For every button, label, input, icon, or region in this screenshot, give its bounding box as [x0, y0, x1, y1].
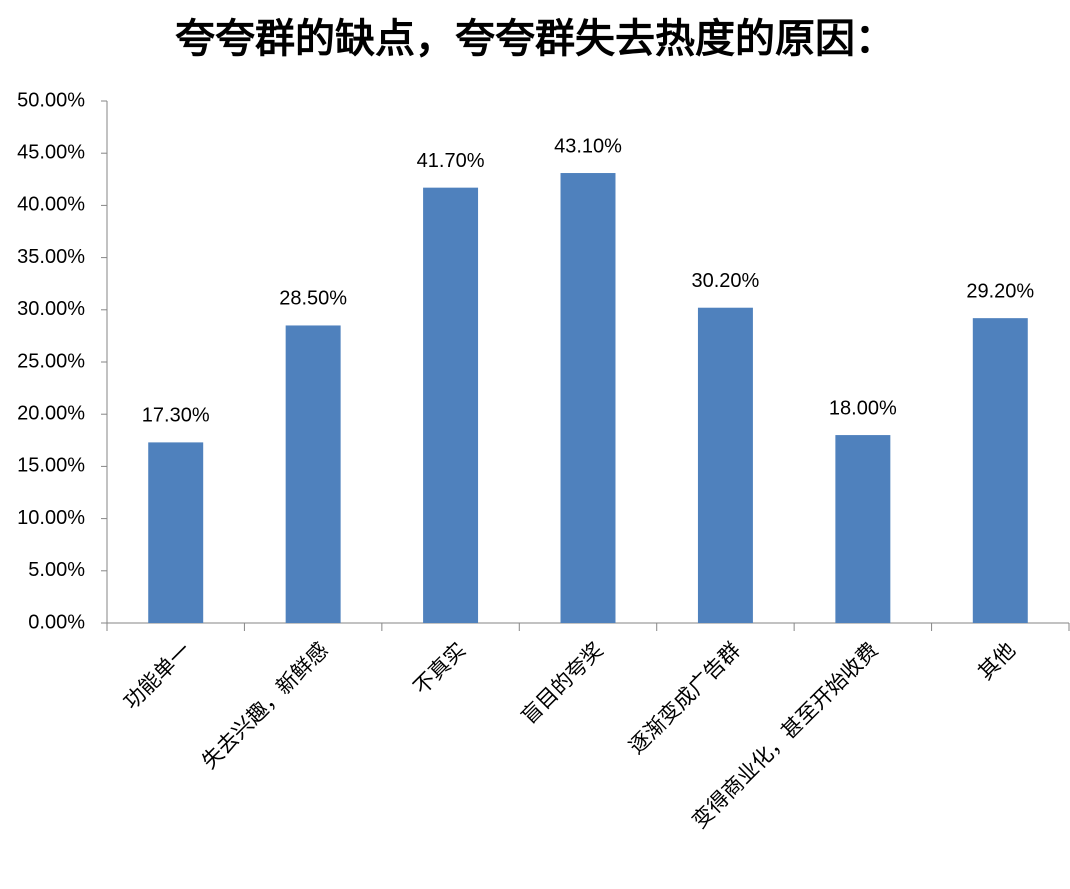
data-label: 41.70% — [417, 150, 485, 172]
data-label: 43.10% — [554, 135, 622, 157]
x-tick-label: 其他 — [973, 638, 1020, 685]
y-tick-label: 45.00% — [17, 141, 85, 163]
x-tick-label: 失去兴趣，新鲜感 — [197, 638, 333, 774]
y-tick-label: 35.00% — [17, 246, 85, 268]
data-label: 18.00% — [829, 397, 897, 419]
y-tick-label: 30.00% — [17, 298, 85, 320]
x-tick-label: 逐渐变成广告群 — [624, 638, 745, 759]
y-tick-label: 25.00% — [17, 350, 85, 372]
x-tick-label: 盲目的夸奖 — [517, 638, 608, 729]
x-tick-label: 不真实 — [409, 638, 471, 700]
bar — [285, 325, 341, 623]
data-label: 30.20% — [692, 270, 760, 292]
y-tick-label: 5.00% — [28, 559, 85, 581]
y-tick-label: 0.00% — [28, 611, 85, 633]
bar — [835, 435, 891, 623]
data-label: 17.30% — [142, 405, 210, 427]
y-tick-label: 40.00% — [17, 194, 85, 216]
x-tick-label: 功能单一 — [119, 638, 195, 714]
bar — [560, 173, 616, 623]
bar — [697, 307, 753, 623]
y-tick-label: 15.00% — [17, 455, 85, 477]
data-label: 29.20% — [966, 280, 1034, 302]
chart-title: 夸夸群的缺点，夸夸群失去热度的原因： — [175, 15, 895, 62]
y-tick-label: 50.00% — [17, 89, 85, 111]
y-tick-label: 20.00% — [17, 402, 85, 424]
y-tick-label: 10.00% — [17, 507, 85, 529]
bar — [148, 442, 204, 623]
bar — [972, 318, 1028, 623]
data-label: 28.50% — [279, 288, 347, 310]
bar — [423, 187, 479, 624]
